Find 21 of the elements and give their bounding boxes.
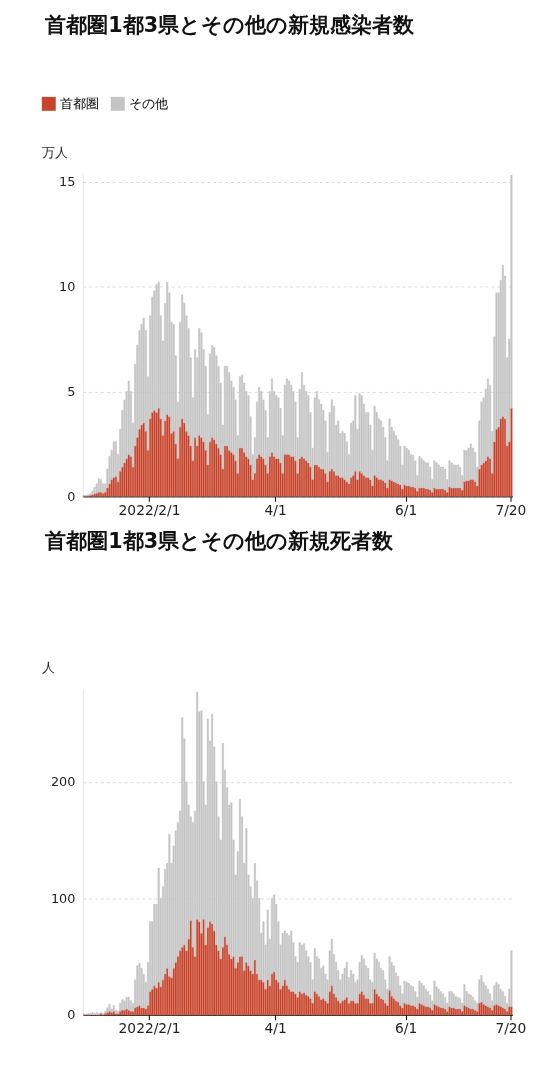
legend-label: その他 bbox=[129, 95, 169, 111]
x-tick-label: 4/1 bbox=[264, 501, 287, 518]
y-tick-label: 10 bbox=[59, 278, 76, 294]
x-tick-label: 2022/2/1 bbox=[118, 1020, 181, 1037]
y-tick-label: 5 bbox=[67, 383, 76, 399]
x-tick-label: 7/20 bbox=[495, 1020, 527, 1037]
x-tick-label: 6/1 bbox=[395, 501, 418, 518]
y-tick-label: 100 bbox=[50, 890, 76, 906]
x-tick-label: 2022/2/1 bbox=[118, 501, 181, 518]
x-tick-label: 7/20 bbox=[495, 501, 527, 518]
x-tick-label: 6/1 bbox=[395, 1020, 418, 1037]
y-axis-title: 人 bbox=[41, 660, 55, 676]
y-axis-title: 万人 bbox=[41, 144, 68, 160]
legend-label: 首都圏 bbox=[60, 95, 100, 111]
x-tick-label: 4/1 bbox=[264, 1020, 287, 1037]
y-tick-label: 0 bbox=[67, 488, 76, 504]
y-tick-label: 15 bbox=[59, 173, 76, 189]
y-tick-label: 0 bbox=[67, 1007, 76, 1023]
y-tick-label: 200 bbox=[50, 774, 76, 790]
chart-title: 首都圏1都3県とその他の新規死者数 bbox=[44, 528, 395, 553]
chart-title: 首都圏1都3県とその他の新規感染者数 bbox=[44, 13, 416, 38]
